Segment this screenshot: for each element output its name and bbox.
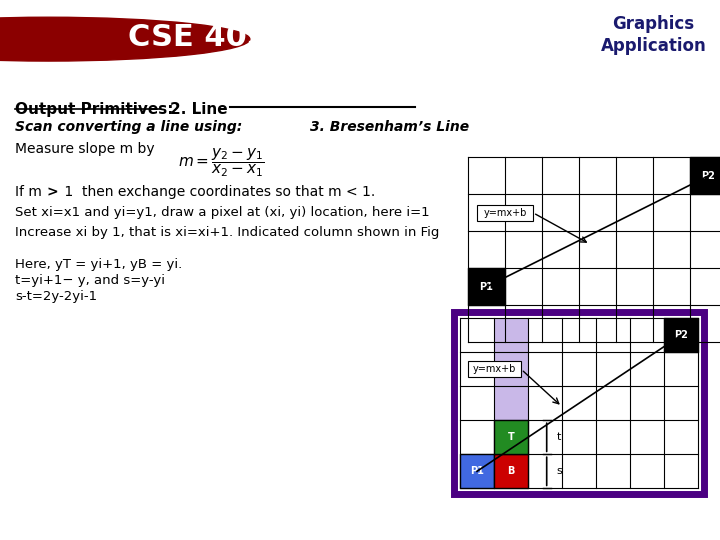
Bar xyxy=(477,205,533,221)
Text: Graphics
Application: Graphics Application xyxy=(600,15,706,55)
Text: 1  then exchange coordinates so that m < 1.: 1 then exchange coordinates so that m < … xyxy=(60,185,375,199)
Bar xyxy=(690,157,720,194)
FancyBboxPatch shape xyxy=(0,2,108,76)
Text: P2: P2 xyxy=(674,330,688,340)
Bar xyxy=(468,361,521,377)
Bar xyxy=(494,454,528,488)
Text: >: > xyxy=(47,185,58,199)
Text: Here, yT = yi+1, yB = yi.: Here, yT = yi+1, yB = yi. xyxy=(15,258,182,271)
Bar xyxy=(468,268,505,305)
Text: B: B xyxy=(508,467,515,476)
Text: CSE 403: Computer Graphics: CSE 403: Computer Graphics xyxy=(128,23,621,52)
Bar xyxy=(494,318,528,488)
Text: s-t=2y-2yi-1: s-t=2y-2yi-1 xyxy=(15,291,97,303)
Text: t=yi+1− y, and s=y-yi: t=yi+1− y, and s=y-yi xyxy=(15,274,165,287)
Text: P1: P1 xyxy=(480,282,493,292)
Text: y=mx+b: y=mx+b xyxy=(472,364,516,374)
Bar xyxy=(664,318,698,352)
Text: P2: P2 xyxy=(701,171,716,181)
Text: Set xi=x1 and yi=y1, draw a pixel at (xi, yi) location, here i=1: Set xi=x1 and yi=y1, draw a pixel at (xi… xyxy=(15,206,430,219)
Text: $m = \dfrac{y_2 - y_1}{x_2 - x_1}$: $m = \dfrac{y_2 - y_1}{x_2 - x_1}$ xyxy=(178,146,265,179)
Text: s: s xyxy=(557,467,562,476)
Text: T: T xyxy=(508,433,514,442)
Text: Measure slope m by: Measure slope m by xyxy=(15,143,155,156)
Text: P1: P1 xyxy=(470,467,484,476)
Text: If m: If m xyxy=(15,185,42,199)
Text: y=mx+b: y=mx+b xyxy=(483,208,527,218)
Bar xyxy=(460,454,494,488)
Circle shape xyxy=(0,17,250,61)
Text: Output Primitives:: Output Primitives: xyxy=(15,102,174,117)
Text: Prof. Dr. A. H. M. Kamal, CSE,: Prof. Dr. A. H. M. Kamal, CSE, xyxy=(248,518,472,532)
Text: 2. Line: 2. Line xyxy=(170,102,228,117)
Text: 3. Bresenham’s Line: 3. Bresenham’s Line xyxy=(310,120,469,134)
Text: Scan converting a line using:: Scan converting a line using: xyxy=(15,120,242,134)
Bar xyxy=(494,420,528,454)
Bar xyxy=(454,312,704,494)
Text: t: t xyxy=(557,433,561,442)
Text: Increase xi by 1, that is xi=xi+1. Indicated column shown in Fig: Increase xi by 1, that is xi=xi+1. Indic… xyxy=(15,226,439,239)
